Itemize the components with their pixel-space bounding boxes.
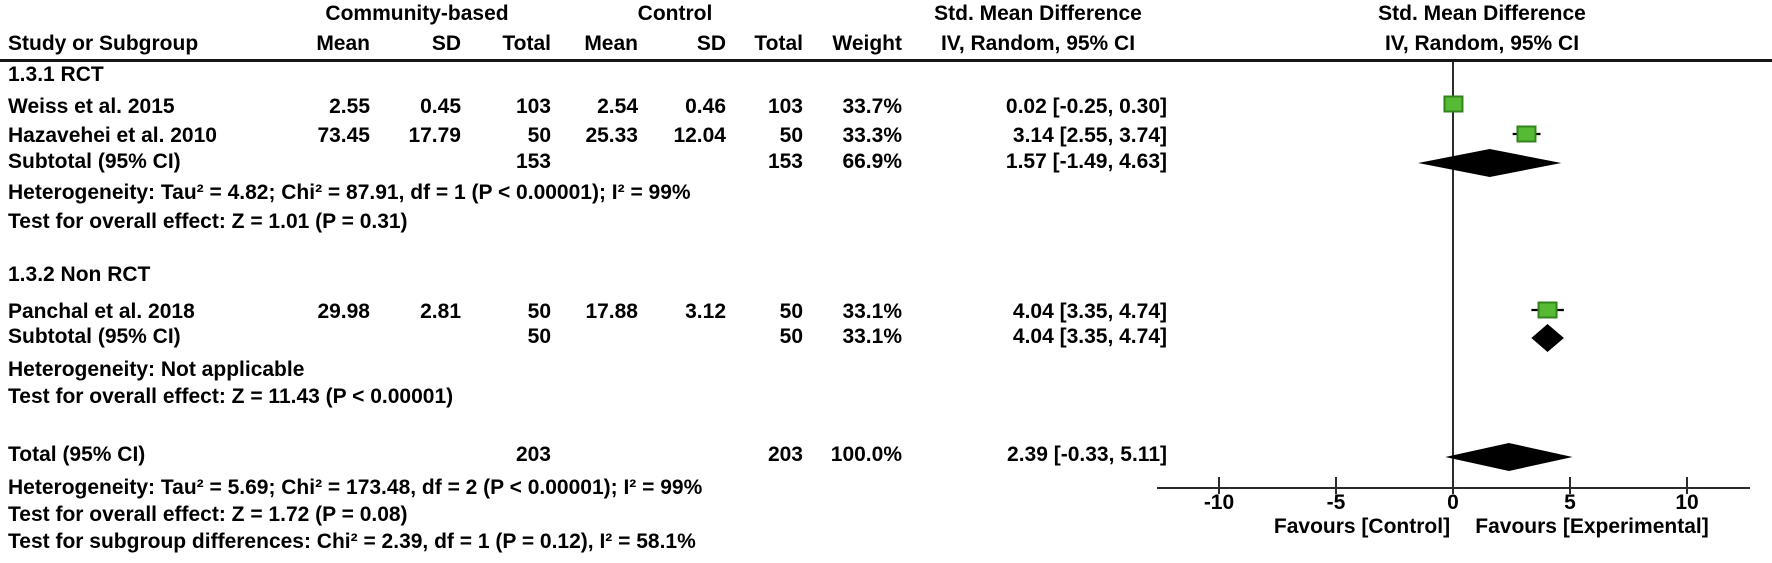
tick-label: -5: [1327, 491, 1346, 514]
col-header-study: Study or Subgroup: [8, 32, 199, 55]
study-name: Weiss et al. 2015: [8, 95, 175, 118]
total-row: Total (95% CI) 203 203 100.0% 2.39 [-0.3…: [0, 443, 1772, 467]
mean-control: 2.54: [597, 95, 638, 118]
heterogeneity-note: Heterogeneity: Tau² = 4.82; Chi² = 87.91…: [8, 181, 691, 204]
pooled-effect-diamond: [1531, 324, 1564, 352]
smd-ci-value: 4.04 [3.35, 4.74]: [1012, 300, 1167, 323]
tick-label: 5: [1564, 491, 1576, 514]
subtotal-label: Subtotal (95% CI): [8, 150, 181, 173]
group-header-control: Control: [637, 2, 713, 25]
study-row: Hazavehei et al. 2010 73.45 17.79 50 25.…: [0, 124, 1772, 148]
study-effect-square: [1443, 95, 1464, 113]
sd-control: 3.12: [685, 300, 726, 323]
smd-text-column-title: Std. Mean Difference: [934, 2, 1142, 25]
total-weight: 100.0%: [830, 443, 902, 466]
favours-experimental-label: Favours [Experimental]: [1475, 515, 1708, 538]
sd-community: 2.81: [420, 300, 461, 323]
study-row: Weiss et al. 2015 2.55 0.45 103 2.54 0.4…: [0, 95, 1772, 119]
weight-value: 33.7%: [842, 95, 902, 118]
tick-label: 10: [1675, 491, 1698, 514]
total-smd-ci: 2.39 [-0.33, 5.11]: [1007, 443, 1167, 466]
col-header-ci-method-plot: IV, Random, 95% CI: [1384, 32, 1580, 55]
mean-community: 2.55: [329, 95, 370, 118]
sd-community: 0.45: [420, 95, 461, 118]
heterogeneity-note: Heterogeneity: Not applicable: [8, 358, 305, 381]
subtotal-total-control: 50: [779, 325, 803, 348]
smd-ci-value: 0.02 [-0.25, 0.30]: [1005, 95, 1167, 118]
col-header-sd1: SD: [431, 32, 461, 55]
total-community: 50: [527, 124, 551, 147]
col-header-mean1: Mean: [316, 32, 370, 55]
subtotal-weight: 33.1%: [842, 325, 902, 348]
tick-label: 0: [1447, 491, 1459, 514]
mean-control: 17.88: [585, 300, 638, 323]
tick-label: -10: [1204, 491, 1234, 514]
section-header-row: 1.3.2 Non RCT: [0, 263, 1772, 287]
study-row: Panchal et al. 2018 29.98 2.81 50 17.88 …: [0, 300, 1772, 324]
subtotal-row: Subtotal (95% CI) 153 153 66.9% 1.57 [-1…: [0, 150, 1772, 174]
total-label: Total (95% CI): [8, 443, 146, 466]
section-title: 1.3.1 RCT: [8, 63, 104, 86]
col-header-total2: Total: [754, 32, 803, 55]
subtotal-smd-ci: 1.57 [-1.49, 4.63]: [1005, 150, 1167, 173]
weight-value: 33.1%: [842, 300, 902, 323]
smd-plot-column-title: Std. Mean Difference: [1378, 2, 1586, 25]
study-name: Panchal et al. 2018: [8, 300, 195, 323]
subtotal-weight: 66.9%: [842, 150, 902, 173]
header-divider: [0, 59, 1772, 62]
subtotal-total-control: 153: [767, 150, 803, 173]
study-effect-square: [1537, 301, 1558, 319]
header-group-row: Community-based Control Std. Mean Differ…: [0, 2, 1772, 26]
overall-effect-note: Test for overall effect: Z = 1.72 (P = 0…: [8, 503, 408, 526]
pooled-effect-diamond: [1445, 443, 1573, 471]
section-header-row: 1.3.1 RCT: [0, 63, 1772, 87]
subtotal-total-community: 50: [527, 325, 551, 348]
mean-community: 73.45: [317, 124, 370, 147]
col-header-mean2: Mean: [584, 32, 638, 55]
weight-value: 33.3%: [842, 124, 902, 147]
subtotal-row: Subtotal (95% CI) 50 50 33.1% 4.04 [3.35…: [0, 325, 1772, 349]
total-total-control: 203: [767, 443, 803, 466]
overall-effect-note: Test for overall effect: Z = 11.43 (P < …: [8, 385, 454, 408]
col-header-ci-method: IV, Random, 95% CI: [940, 32, 1136, 55]
col-header-weight: Weight: [832, 32, 902, 55]
total-community: 50: [527, 300, 551, 323]
section-title: 1.3.2 Non RCT: [8, 263, 151, 286]
mean-community: 29.98: [317, 300, 370, 323]
overall-effect-note: Test for overall effect: Z = 1.01 (P = 0…: [8, 210, 408, 233]
heterogeneity-note: Heterogeneity: Tau² = 5.69; Chi² = 173.4…: [8, 476, 703, 499]
total-control: 50: [779, 300, 803, 323]
subtotal-total-community: 153: [515, 150, 551, 173]
subtotal-label: Subtotal (95% CI): [8, 325, 181, 348]
sd-control: 12.04: [673, 124, 726, 147]
favours-control-label: Favours [Control]: [1274, 515, 1450, 538]
col-header-total1: Total: [502, 32, 551, 55]
sd-control: 0.46: [685, 95, 726, 118]
header-columns-row: Study or Subgroup Mean SD Total Mean SD …: [0, 32, 1772, 56]
total-total-community: 203: [515, 443, 551, 466]
pooled-effect-diamond: [1418, 149, 1562, 177]
mean-control: 25.33: [585, 124, 638, 147]
sd-community: 17.79: [408, 124, 461, 147]
study-effect-square: [1516, 125, 1537, 143]
col-header-sd2: SD: [696, 32, 726, 55]
subgroup-differences-note: Test for subgroup differences: Chi² = 2.…: [8, 530, 696, 553]
study-name: Hazavehei et al. 2010: [8, 124, 217, 147]
total-community: 103: [515, 95, 551, 118]
smd-ci-value: 3.14 [2.55, 3.74]: [1012, 124, 1167, 147]
total-control: 50: [779, 124, 803, 147]
total-control: 103: [767, 95, 803, 118]
group-header-community: Community-based: [325, 2, 509, 25]
subtotal-smd-ci: 4.04 [3.35, 4.74]: [1012, 325, 1167, 348]
